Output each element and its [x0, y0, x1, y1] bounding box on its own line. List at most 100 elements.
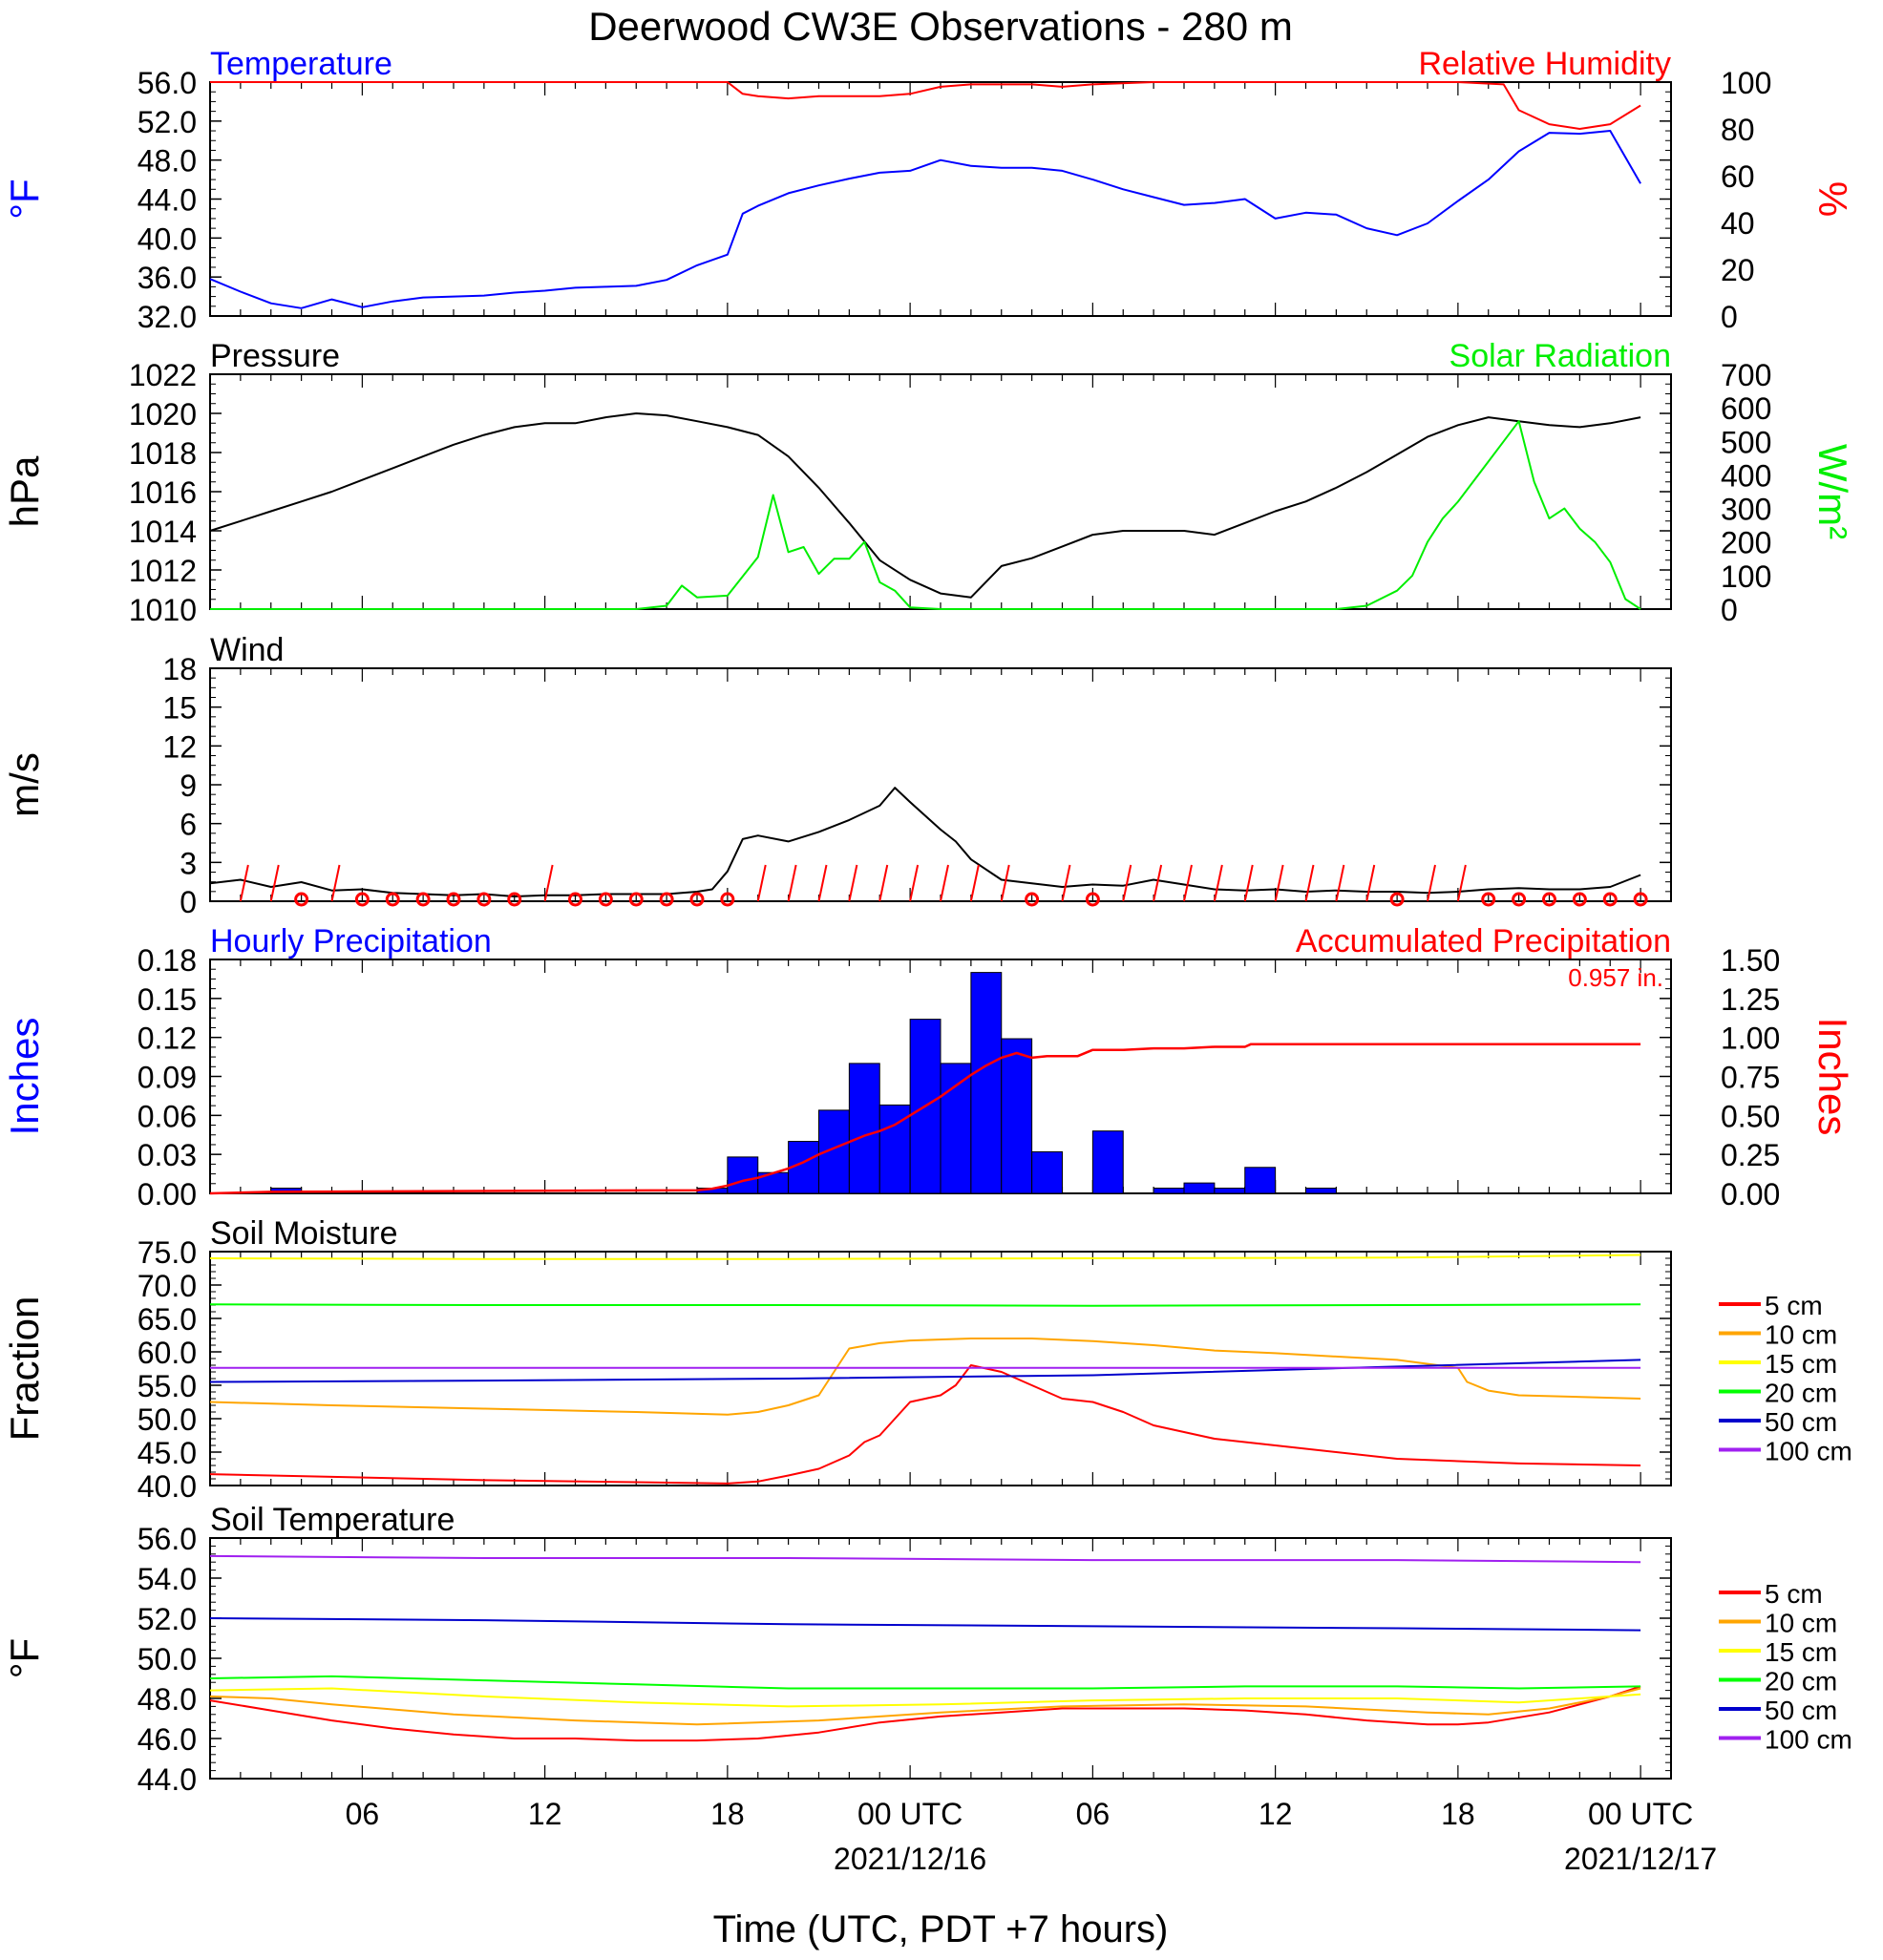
y-tick-label-left: 50.0 [138, 1642, 197, 1676]
y-tick-label-left: 0.18 [138, 943, 197, 978]
panel-left-title: Pressure [210, 338, 340, 374]
calm-wind-marker [385, 892, 400, 907]
precip-bar [848, 1063, 880, 1194]
calm-wind-marker [1572, 892, 1587, 907]
wind-barb [1335, 864, 1345, 902]
y-tick-label-left: 18 [162, 652, 197, 686]
y-tick-label-right: 0.50 [1721, 1099, 1780, 1133]
series-line-5-cm [209, 1364, 1641, 1485]
x-date-label: 2021/12/17 [1564, 1842, 1717, 1876]
series-line-10-cm [209, 1338, 1641, 1416]
precip-bar [1305, 1188, 1337, 1194]
y-tick-label-left: 56.0 [138, 66, 197, 100]
y-axis-label-right: Inches [1810, 1018, 1855, 1136]
y-tick-label-left: 56.0 [138, 1522, 197, 1556]
y-tick-label-right: 0.75 [1721, 1061, 1780, 1095]
y-tick-label-right: 0.25 [1721, 1138, 1780, 1172]
y-tick-label-left: 65.0 [138, 1302, 197, 1337]
y-axis-label-right: W/m² [1810, 444, 1855, 539]
panel-right-title: Relative Humidity [1418, 46, 1671, 82]
wind-barb [1456, 864, 1467, 902]
calm-wind-marker [1633, 892, 1648, 907]
wind-barb [878, 864, 889, 902]
x-tick-label: 18 [710, 1797, 745, 1831]
series-line-15-cm [209, 1254, 1641, 1260]
wind-barb [1365, 864, 1376, 902]
series-line-20-cm [209, 1675, 1641, 1690]
wind-barb [1243, 864, 1254, 902]
panel-frame [209, 373, 1672, 610]
calm-wind-marker [1602, 892, 1618, 907]
wind-barb [940, 864, 949, 902]
y-tick-label-right: 700 [1721, 358, 1771, 392]
y-tick-label-left: 0.12 [138, 1022, 197, 1056]
legend-label: 20 cm [1765, 1667, 1837, 1697]
wind-barb [969, 864, 980, 902]
panel-press_solar: Pressure Solar Radiation 1010 1012 1014 1016 1… [2, 338, 1855, 627]
panel-frame [209, 1537, 1672, 1780]
y-tick-label-left: 70.0 [138, 1269, 197, 1303]
panel-left-title: Wind [210, 632, 284, 668]
x-tick-label: 00 UTC [857, 1797, 963, 1831]
accumulated-precip-line [209, 1043, 1641, 1195]
precip-bar [1214, 1188, 1246, 1194]
y-tick-label-right: 40 [1721, 206, 1755, 241]
legend-label: 15 cm [1765, 1349, 1837, 1379]
legend-label: 5 cm [1765, 1579, 1823, 1609]
calm-wind-marker [720, 892, 735, 907]
y-tick-label-left: 32.0 [138, 300, 197, 334]
y-tick-label-right: 1.00 [1721, 1022, 1780, 1056]
y-tick-label-left: 44.0 [138, 183, 197, 218]
y-tick-label-left: 40.0 [138, 221, 197, 256]
x-tick-label: 12 [528, 1797, 562, 1831]
y-tick-label-left: 44.0 [138, 1762, 197, 1797]
series-line-pressure [209, 412, 1641, 599]
wind-barb [787, 864, 797, 902]
wind-barb [1213, 864, 1223, 902]
legend-label: 50 cm [1765, 1696, 1837, 1725]
precip-bar [1183, 1182, 1216, 1194]
y-tick-label-left: 60.0 [138, 1336, 197, 1370]
calm-wind-marker [1512, 892, 1527, 907]
y-tick-label-right: 300 [1721, 493, 1771, 527]
calm-wind-marker [354, 892, 370, 907]
calm-wind-marker [598, 892, 613, 907]
wind-barb [756, 864, 767, 902]
y-tick-label-right: 80 [1721, 113, 1755, 147]
precip-bar [1091, 1130, 1124, 1194]
series-line-50-cm [209, 1617, 1641, 1632]
wind-barb [848, 864, 858, 902]
y-tick-label-left: 3 [180, 846, 197, 880]
y-axis-label-right: % [1810, 181, 1855, 217]
legend-label: 20 cm [1765, 1379, 1837, 1408]
y-tick-label-right: 60 [1721, 159, 1755, 194]
y-tick-label-left: 1018 [129, 436, 197, 471]
wind-barb [1427, 864, 1436, 902]
y-axis-label-left: Fraction [2, 1296, 47, 1442]
panel-left-title: Temperature [210, 46, 392, 82]
chart-panels: Temperature Relative Humidity 32.0 36.0 40.0… [2, 46, 1855, 1797]
panel-precip: Hourly Precipitation Accumulated Precipit… [2, 923, 1855, 1212]
y-tick-label-left: 6 [180, 808, 197, 842]
y-tick-label-right: 400 [1721, 458, 1771, 493]
series-line-wind [209, 787, 1641, 897]
precip-bar [1001, 1038, 1033, 1194]
x-tick-label: 00 UTC [1588, 1797, 1693, 1831]
calm-wind-marker [1025, 892, 1040, 907]
y-tick-label-left: 54.0 [138, 1562, 197, 1596]
x-tick-label: 12 [1259, 1797, 1293, 1831]
panel-right-title: Accumulated Precipitation [1296, 923, 1671, 959]
y-tick-label-left: 45.0 [138, 1436, 197, 1470]
y-tick-label-left: 1022 [129, 358, 197, 392]
y-tick-label-left: 55.0 [138, 1369, 197, 1403]
precip-bar [1244, 1167, 1277, 1194]
y-tick-label-left: 12 [162, 729, 197, 764]
precip-bar [1031, 1150, 1063, 1194]
wind-barb [909, 864, 920, 902]
y-tick-label-right: 0 [1721, 300, 1738, 334]
wind-barb [1304, 864, 1315, 902]
series-line-10-cm [209, 1687, 1641, 1726]
